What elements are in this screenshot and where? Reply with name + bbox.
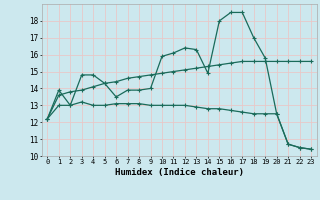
X-axis label: Humidex (Indice chaleur): Humidex (Indice chaleur) <box>115 168 244 177</box>
